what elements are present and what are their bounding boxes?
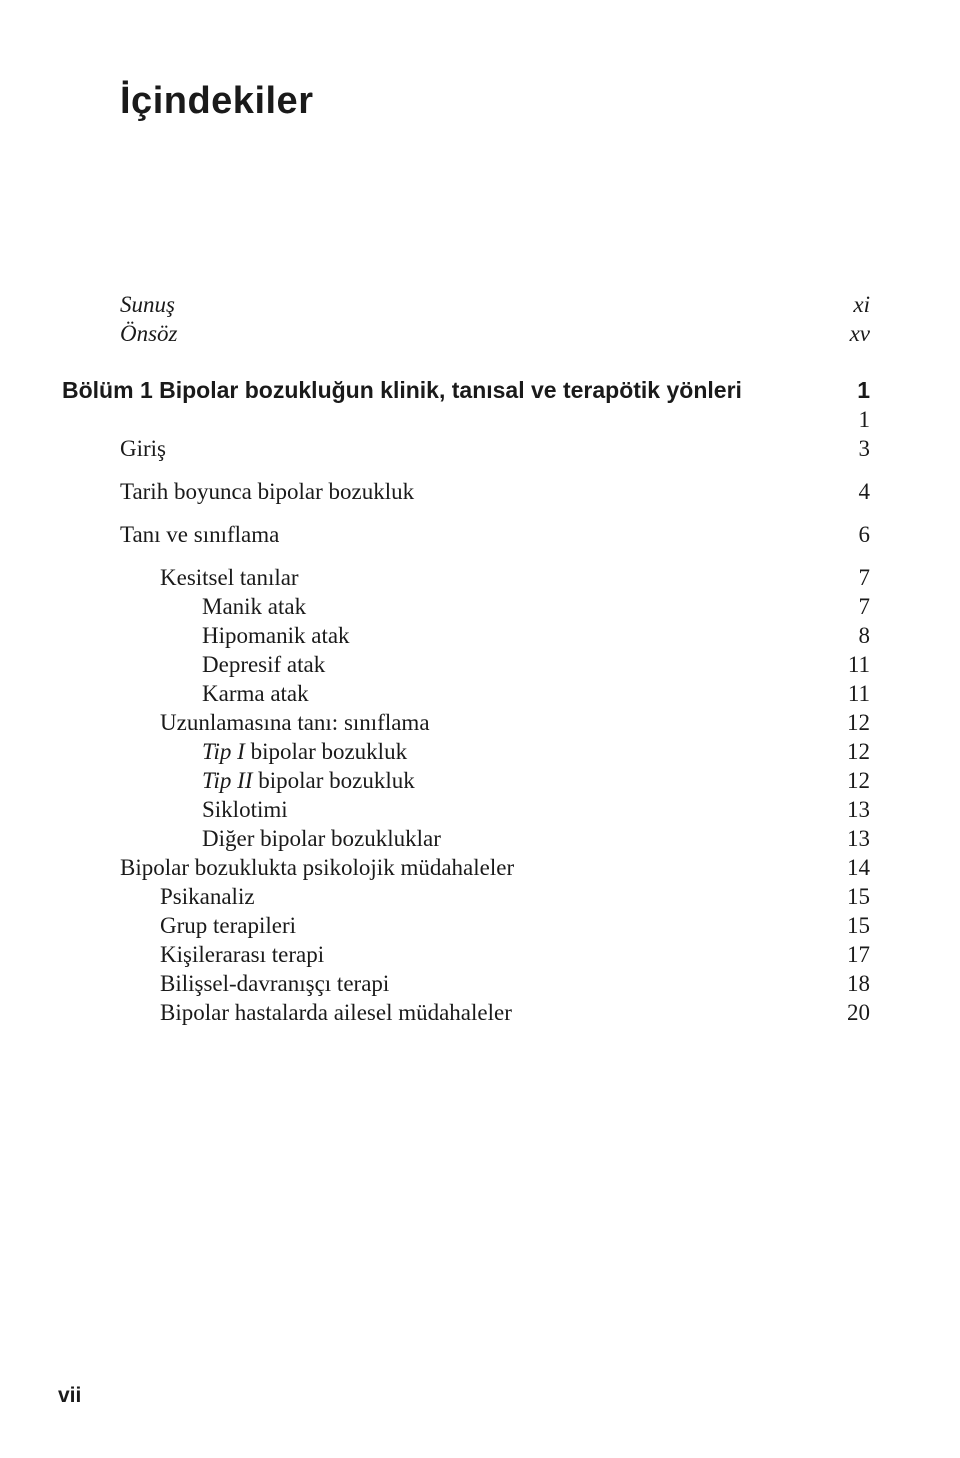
page-title: İçindekiler — [120, 80, 870, 123]
toc-label: Kişilerarası terapi — [160, 943, 820, 966]
toc-page: 13 — [820, 827, 870, 850]
toc-chapter-heading: Bölüm 1 Bipolar bozukluğun klinik, tanıs… — [120, 379, 870, 402]
toc-label: Hipomanik atak — [202, 624, 820, 647]
toc-label: Önsöz — [120, 322, 820, 345]
toc-page: 11 — [820, 682, 870, 705]
toc-label: Psikanaliz — [160, 885, 820, 908]
toc-chapter-page: 1 — [820, 379, 870, 402]
toc-page: xv — [820, 322, 870, 345]
toc-chapter-blank: 1 — [120, 408, 870, 431]
toc-label: Uzunlamasına tanı: sınıflama — [160, 711, 820, 734]
toc-label: Tanı ve sınıflama — [120, 523, 820, 546]
toc-entry-psikanaliz: Psikanaliz 15 — [160, 885, 870, 908]
toc-page: 8 — [820, 624, 870, 647]
toc-label: Bilişsel-davranışçı terapi — [160, 972, 820, 995]
toc-blank-page: 1 — [820, 408, 870, 431]
toc-chapter-label: Bölüm 1 Bipolar bozukluğun klinik, tanıs… — [62, 379, 820, 402]
toc-page: 20 — [820, 1001, 870, 1024]
toc-page: 13 — [820, 798, 870, 821]
toc-entry-ailesel: Bipolar hastalarda ailesel müdahaleler 2… — [160, 1001, 870, 1024]
page-number-footer: vii — [58, 1384, 81, 1408]
toc-entry-grup: Grup terapileri 15 — [160, 914, 870, 937]
toc-label-prefix: Tip I — [202, 739, 245, 764]
toc-entry-kesitsel: Kesitsel tanılar 7 — [160, 566, 870, 589]
toc-page: 4 — [820, 480, 870, 503]
toc-label: Sunuş — [120, 293, 820, 316]
toc-entry-karma: Karma atak 11 — [202, 682, 870, 705]
toc-page: 15 — [820, 914, 870, 937]
toc-label: Bipolar hastalarda ailesel müdahaleler — [160, 1001, 820, 1024]
toc-entry-onsoz: Önsöz xv — [120, 322, 870, 345]
toc-page: 12 — [820, 711, 870, 734]
toc-entry-sunus: Sunuş xi — [120, 293, 870, 316]
toc-entry-tani-sinif: Tanı ve sınıflama 6 — [120, 523, 870, 546]
toc-page: xi — [820, 293, 870, 316]
toc-page: 12 — [820, 740, 870, 763]
toc-entry-manik: Manik atak 7 — [202, 595, 870, 618]
toc-label: Karma atak — [202, 682, 820, 705]
toc-label: Manik atak — [202, 595, 820, 618]
toc-entry-tip1: Tip I bipolar bozukluk 12 — [202, 740, 870, 763]
table-of-contents: Sunuş xi Önsöz xv Bölüm 1 Bipolar bozukl… — [120, 293, 870, 1024]
toc-page: 3 — [820, 437, 870, 460]
toc-label: Giriş — [120, 437, 820, 460]
toc-entry-siklotimi: Siklotimi 13 — [202, 798, 870, 821]
toc-page: 17 — [820, 943, 870, 966]
toc-page: 6 — [820, 523, 870, 546]
toc-entry-diger: Diğer bipolar bozukluklar 13 — [202, 827, 870, 850]
toc-label: Tarih boyunca bipolar bozukluk — [120, 480, 820, 503]
toc-entry-hipomanik: Hipomanik atak 8 — [202, 624, 870, 647]
toc-label-suffix: bipolar bozukluk — [252, 768, 414, 793]
toc-label: Tip II bipolar bozukluk — [202, 769, 820, 792]
toc-page: 11 — [820, 653, 870, 676]
page: İçindekiler Sunuş xi Önsöz xv Bölüm 1 Bi… — [0, 0, 960, 1458]
toc-page: 15 — [820, 885, 870, 908]
toc-page: 12 — [820, 769, 870, 792]
toc-page: 7 — [820, 566, 870, 589]
toc-label-prefix: Tip II — [202, 768, 252, 793]
toc-label-suffix: bipolar bozukluk — [245, 739, 407, 764]
toc-entry-tip2: Tip II bipolar bozukluk 12 — [202, 769, 870, 792]
toc-entry-bilissel: Bilişsel-davranışçı terapi 18 — [160, 972, 870, 995]
toc-entry-uzunlamasina: Uzunlamasına tanı: sınıflama 12 — [160, 711, 870, 734]
toc-label: Depresif atak — [202, 653, 820, 676]
toc-label: Bipolar bozuklukta psikolojik müdahalele… — [120, 856, 820, 879]
toc-entry-tarih: Tarih boyunca bipolar bozukluk 4 — [120, 480, 870, 503]
toc-entry-kisilerarasi: Kişilerarası terapi 17 — [160, 943, 870, 966]
toc-page: 18 — [820, 972, 870, 995]
toc-label: Siklotimi — [202, 798, 820, 821]
toc-entry-psik-mudah: Bipolar bozuklukta psikolojik müdahalele… — [120, 856, 870, 879]
toc-entry-depresif: Depresif atak 11 — [202, 653, 870, 676]
toc-page: 7 — [820, 595, 870, 618]
toc-label: Grup terapileri — [160, 914, 820, 937]
toc-label: Tip I bipolar bozukluk — [202, 740, 820, 763]
toc-label: Kesitsel tanılar — [160, 566, 820, 589]
toc-label: Diğer bipolar bozukluklar — [202, 827, 820, 850]
toc-page: 14 — [820, 856, 870, 879]
toc-entry-giris: Giriş 3 — [120, 437, 870, 460]
